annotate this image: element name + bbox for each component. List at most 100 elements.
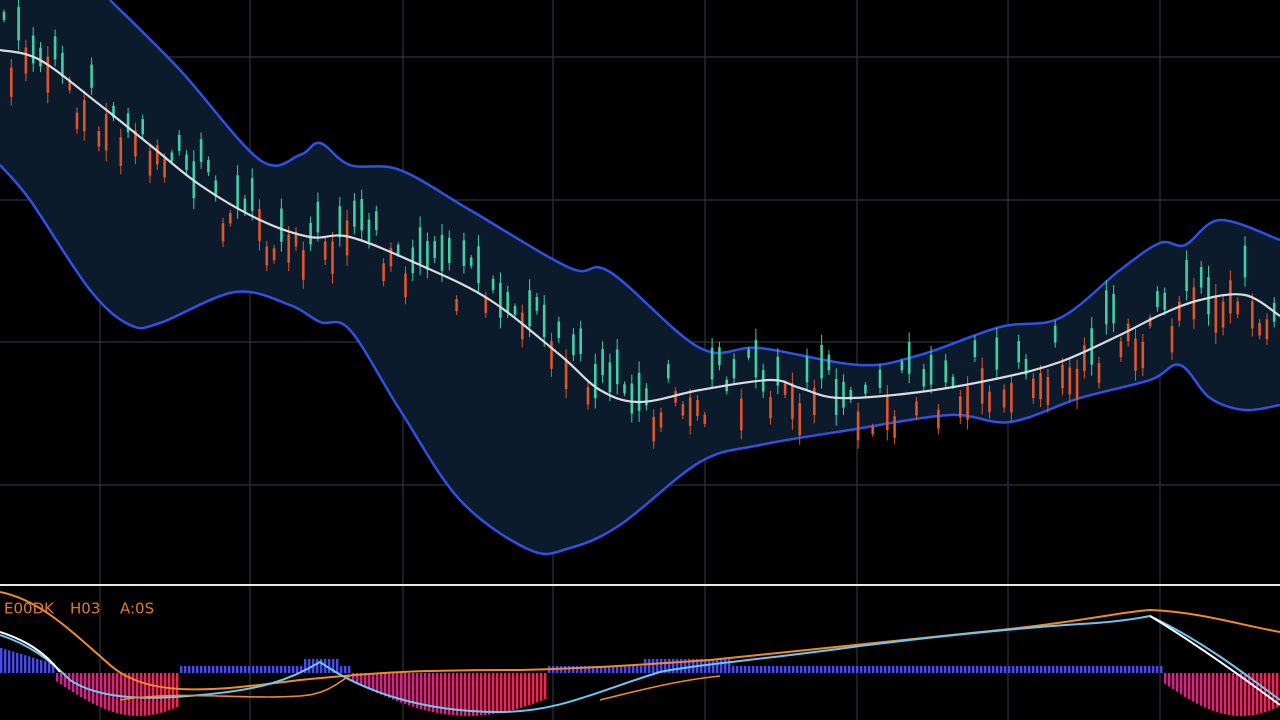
histogram-bar (880, 666, 883, 673)
histogram-bar (188, 666, 191, 673)
histogram-bar (1112, 666, 1115, 673)
candle-body (959, 396, 962, 418)
histogram-bar (1128, 666, 1131, 673)
histogram-bar (720, 659, 723, 673)
candle-body (1061, 364, 1064, 389)
histogram-bar (1104, 666, 1107, 673)
candle-body (783, 383, 787, 395)
candle-body (623, 384, 626, 394)
histogram-bar (1148, 666, 1151, 673)
histogram-bar (1224, 673, 1227, 715)
histogram-bar (232, 666, 235, 673)
histogram-bar (1212, 673, 1215, 711)
candle-body (469, 257, 473, 267)
candle-body (1097, 362, 1101, 383)
histogram-bar (424, 673, 427, 711)
candle-body (856, 411, 860, 441)
histogram-bar (1076, 666, 1079, 673)
histogram-bar (228, 666, 231, 673)
histogram-bar (832, 666, 835, 673)
candle-body (791, 383, 794, 419)
histogram-bar (1016, 666, 1019, 673)
histogram-bar (112, 673, 115, 712)
indicator-label: H03 (70, 600, 100, 618)
histogram-bar (256, 666, 259, 673)
candle-body (177, 134, 181, 151)
candle-body (353, 200, 356, 227)
candle-body (1163, 292, 1166, 311)
candle-body (878, 369, 882, 388)
histogram-bar (1024, 666, 1027, 673)
histogram-bar (844, 666, 847, 673)
histogram-bar (924, 666, 927, 673)
histogram-bar (468, 673, 471, 716)
candle-body (630, 383, 634, 414)
histogram-bar (248, 666, 251, 673)
histogram-bar (1192, 673, 1195, 702)
histogram-bar (224, 666, 227, 673)
candle-body (1265, 319, 1269, 340)
histogram-bar (996, 666, 999, 673)
candle-body (1156, 290, 1159, 307)
candle-body (922, 369, 926, 387)
histogram-bar (84, 673, 87, 700)
histogram-bar (572, 666, 575, 673)
histogram-bar (260, 666, 263, 673)
histogram-bar (768, 666, 771, 673)
candle-body (1148, 317, 1152, 326)
histogram-bar (744, 666, 747, 673)
histogram-bar (108, 673, 111, 711)
candle-body (886, 395, 889, 431)
candle-body (900, 361, 904, 371)
candle-body (1112, 293, 1115, 324)
macd-line-white (0, 615, 1280, 706)
histogram-bar (320, 659, 323, 673)
histogram-bar (580, 666, 583, 673)
histogram-bar (896, 666, 899, 673)
histogram-bar (460, 673, 463, 716)
candle-body (1243, 245, 1247, 278)
histogram-bar (1036, 666, 1039, 673)
candle-body (163, 158, 166, 178)
histogram-bar (304, 659, 307, 673)
candle-body (250, 178, 254, 211)
candle-body (404, 273, 407, 298)
candle-body (652, 416, 655, 442)
histogram-bar (464, 673, 467, 716)
histogram-bar (512, 673, 515, 710)
histogram-bar (440, 673, 443, 714)
candle-body (236, 175, 239, 209)
histogram-bar (516, 673, 519, 709)
histogram-bar (1172, 673, 1175, 690)
candle-body (601, 349, 604, 376)
candle-body (2, 12, 6, 20)
histogram-bar (864, 666, 867, 673)
histogram-bar (752, 666, 755, 673)
candle-body (477, 246, 480, 284)
candle-body (309, 222, 312, 245)
candle-body (90, 64, 93, 88)
candle-body (1141, 341, 1145, 369)
candle-body (367, 219, 371, 242)
histogram-bar (872, 666, 875, 673)
histogram-bar (388, 673, 391, 699)
histogram-bar (932, 666, 935, 673)
histogram-bar (568, 666, 571, 673)
histogram-bar (12, 651, 15, 673)
histogram-bar (736, 666, 739, 673)
histogram-bar (728, 659, 731, 673)
histogram-bar (1240, 673, 1243, 716)
histogram-bar (148, 673, 151, 716)
histogram-bar (1080, 666, 1083, 673)
histogram-bar (372, 673, 375, 692)
histogram-bar (564, 666, 567, 673)
histogram-bar (756, 666, 759, 673)
histogram-bar (608, 666, 611, 673)
middle-band (0, 48, 1280, 404)
histogram-bar (272, 666, 275, 673)
histogram-bar (888, 666, 891, 673)
histogram-bar (124, 673, 127, 715)
candle-body (718, 347, 721, 366)
candle-body (688, 397, 692, 426)
candle-body (141, 119, 144, 135)
